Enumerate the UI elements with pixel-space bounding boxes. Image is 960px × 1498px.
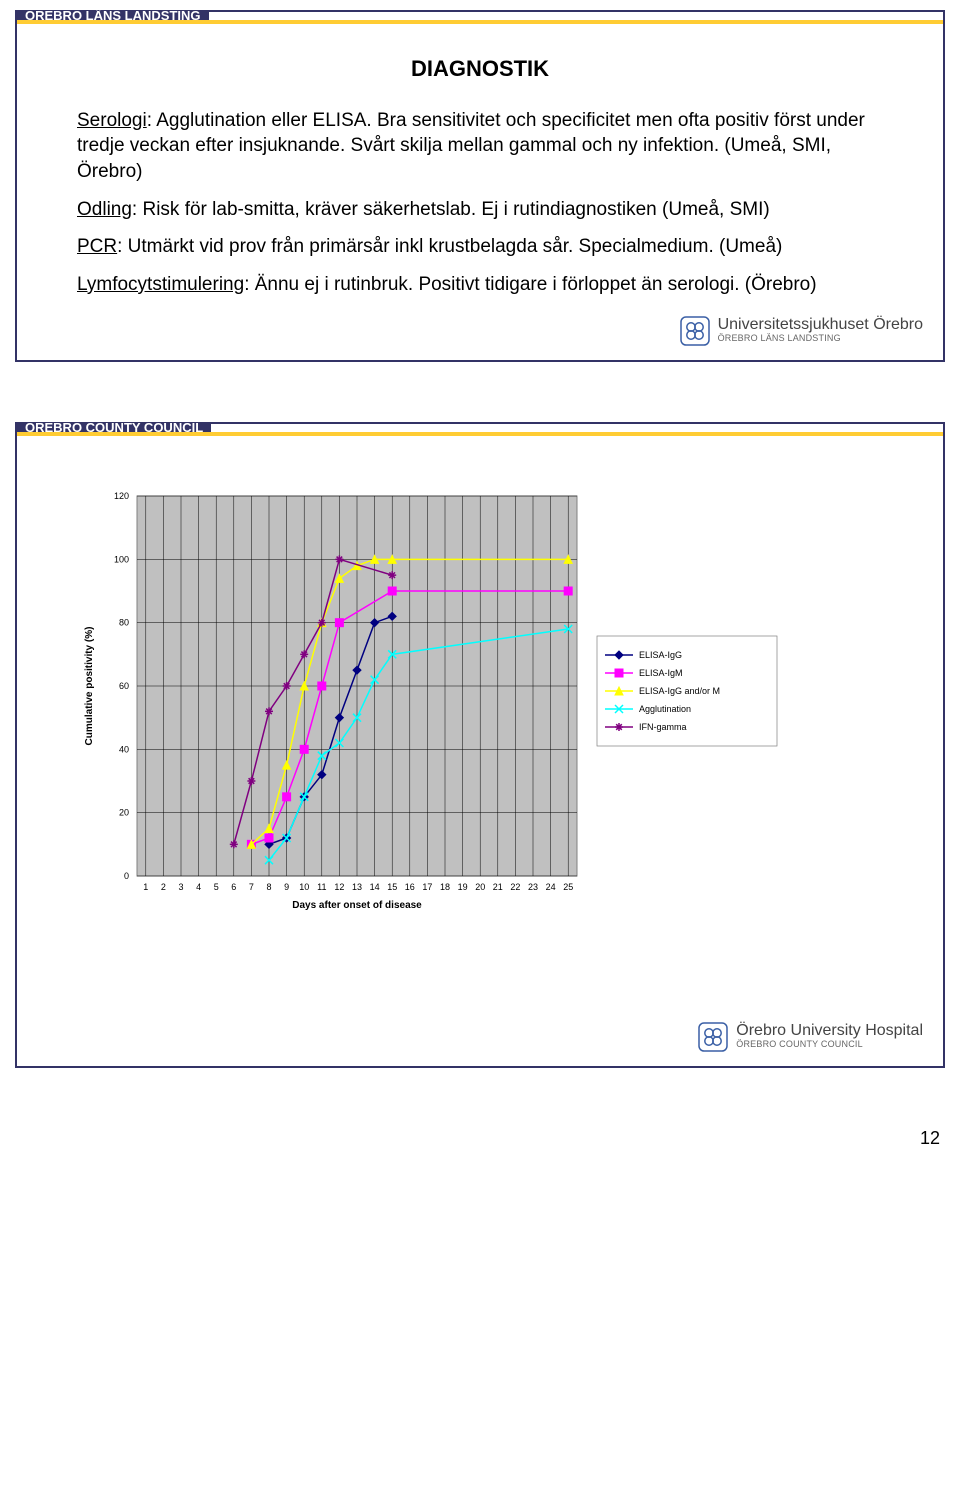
svg-text:IFN-gamma: IFN-gamma — [639, 722, 687, 732]
svg-text:Agglutination: Agglutination — [639, 704, 691, 714]
footer-line1: Örebro University Hospital — [736, 1023, 923, 1040]
svg-text:ELISA-IgG and/or M: ELISA-IgG and/or M — [639, 686, 720, 696]
svg-text:17: 17 — [422, 882, 432, 892]
svg-text:120: 120 — [114, 491, 129, 501]
line-chart: 0204060801001201234567891011121314151617… — [57, 486, 817, 926]
key-serologi: Serologi — [77, 110, 147, 131]
key-lymfo: Lymfocytstimulering — [77, 274, 244, 295]
svg-text:20: 20 — [119, 807, 129, 817]
svg-text:8: 8 — [266, 882, 271, 892]
key-odling: Odling — [77, 199, 132, 220]
slide-body: DIAGNOSTIK Serologi: Agglutination eller… — [17, 24, 943, 340]
svg-text:0: 0 — [124, 871, 129, 881]
slide-diagnostik: ÖREBRO LÄNS LANDSTING DIAGNOSTIK Serolog… — [15, 10, 945, 362]
svg-text:15: 15 — [387, 882, 397, 892]
footer-text: Örebro University Hospital ÖREBRO COUNTY… — [736, 1023, 923, 1049]
svg-text:11: 11 — [317, 882, 326, 892]
page-number: 12 — [0, 1128, 960, 1155]
svg-text:18: 18 — [440, 882, 450, 892]
slide-header: ÖREBRO COUNTY COUNCIL — [17, 424, 211, 432]
svg-text:23: 23 — [528, 882, 538, 892]
text-lymfo: : Ännu ej i rutinbruk. Positivt tidigare… — [244, 274, 816, 295]
hospital-logo-icon — [698, 1022, 728, 1052]
slide-header-wrap: ÖREBRO LÄNS LANDSTING — [17, 12, 943, 24]
svg-text:60: 60 — [119, 681, 129, 691]
svg-text:1: 1 — [143, 882, 148, 892]
svg-text:40: 40 — [119, 744, 129, 754]
key-pcr: PCR — [77, 236, 117, 257]
footer-logo: Universitetssjukhuset Örebro ÖREBRO LÄNS… — [680, 316, 923, 346]
svg-text:100: 100 — [114, 554, 129, 564]
svg-text:ELISA-IgG: ELISA-IgG — [639, 650, 682, 660]
slide-header: ÖREBRO LÄNS LANDSTING — [17, 12, 209, 20]
chart-container: 0204060801001201234567891011121314151617… — [17, 436, 943, 1046]
svg-text:12: 12 — [334, 882, 344, 892]
svg-text:Days after onset of disease: Days after onset of disease — [292, 900, 422, 911]
svg-text:5: 5 — [214, 882, 219, 892]
svg-text:16: 16 — [405, 882, 415, 892]
hospital-logo-icon — [680, 316, 710, 346]
svg-text:3: 3 — [178, 882, 183, 892]
footer-line2: ÖREBRO LÄNS LANDSTING — [718, 334, 923, 343]
svg-text:ELISA-IgM: ELISA-IgM — [639, 668, 683, 678]
svg-text:19: 19 — [458, 882, 468, 892]
footer-line2: ÖREBRO COUNTY COUNCIL — [736, 1040, 923, 1049]
svg-text:6: 6 — [231, 882, 236, 892]
para-lymfo: Lymfocytstimulering: Ännu ej i rutinbruk… — [77, 272, 883, 298]
para-serologi: Serologi: Agglutination eller ELISA. Bra… — [77, 108, 883, 185]
footer-logo: Örebro University Hospital ÖREBRO COUNTY… — [698, 1022, 923, 1052]
svg-text:9: 9 — [284, 882, 289, 892]
svg-text:7: 7 — [249, 882, 254, 892]
svg-text:10: 10 — [299, 882, 309, 892]
text-serologi: : Agglutination eller ELISA. Bra sensiti… — [77, 110, 865, 182]
svg-text:80: 80 — [119, 617, 129, 627]
svg-text:13: 13 — [352, 882, 362, 892]
svg-text:25: 25 — [563, 882, 573, 892]
svg-text:20: 20 — [475, 882, 485, 892]
svg-text:2: 2 — [161, 882, 166, 892]
svg-text:21: 21 — [493, 882, 503, 892]
svg-text:4: 4 — [196, 882, 201, 892]
slide-chart: ÖREBRO COUNTY COUNCIL 020406080100120123… — [15, 422, 945, 1068]
svg-text:22: 22 — [510, 882, 520, 892]
text-odling: : Risk för lab-smitta, kräver säkerhetsl… — [132, 199, 770, 220]
svg-text:Cumulative positivity (%): Cumulative positivity (%) — [84, 626, 95, 745]
slide-header-wrap: ÖREBRO COUNTY COUNCIL — [17, 424, 943, 436]
para-odling: Odling: Risk för lab-smitta, kräver säke… — [77, 197, 883, 223]
footer-line1: Universitetssjukhuset Örebro — [718, 317, 923, 334]
para-pcr: PCR: Utmärkt vid prov från primärsår ink… — [77, 234, 883, 260]
slide-title: DIAGNOSTIK — [77, 54, 883, 84]
svg-text:24: 24 — [546, 882, 556, 892]
footer-text: Universitetssjukhuset Örebro ÖREBRO LÄNS… — [718, 317, 923, 343]
svg-text:14: 14 — [370, 882, 380, 892]
text-pcr: : Utmärkt vid prov från primärsår inkl k… — [117, 236, 782, 257]
